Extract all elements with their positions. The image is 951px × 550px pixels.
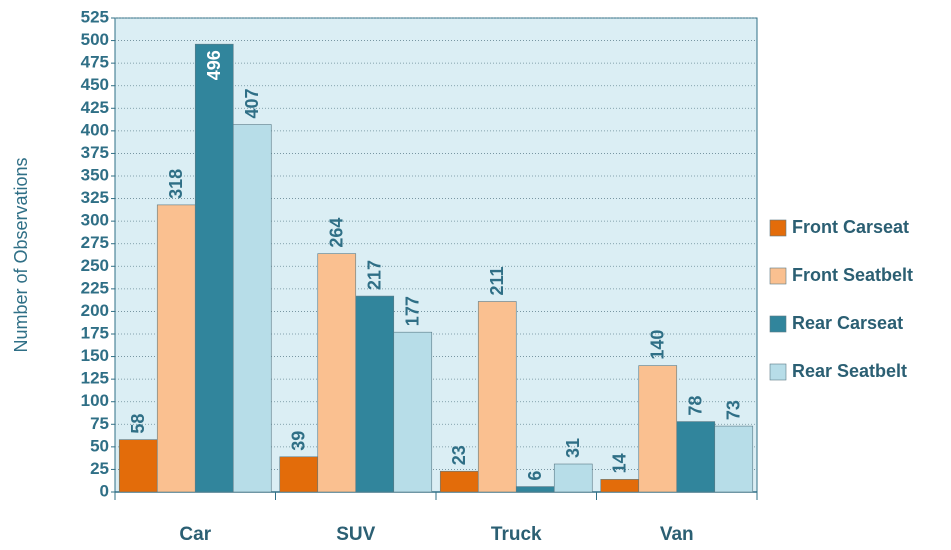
y-tick-label: 125 (81, 369, 109, 388)
bar (118, 439, 158, 493)
y-tick-label: 225 (81, 278, 109, 297)
value-label: 78 (686, 396, 706, 416)
value-label: 39 (289, 431, 309, 451)
bar (477, 301, 517, 493)
bar (553, 463, 593, 493)
legend-swatch (769, 315, 787, 333)
value-label: 496 (204, 50, 224, 80)
y-tick-label: 250 (81, 256, 109, 275)
y-tick-label: 450 (81, 75, 109, 94)
value-label: 31 (563, 438, 583, 458)
y-tick-label: 25 (90, 459, 109, 478)
y-axis-label: Number of Observations (11, 157, 31, 352)
bar (439, 470, 479, 493)
bar (515, 486, 555, 493)
value-label: 177 (403, 296, 423, 326)
y-tick-label: 175 (81, 323, 109, 342)
y-tick-label: 375 (81, 143, 109, 162)
value-label: 217 (365, 260, 385, 290)
y-tick-label: 100 (81, 391, 109, 410)
value-label: 23 (449, 445, 469, 465)
y-tick-label: 400 (81, 120, 109, 139)
y-tick-label: 275 (81, 233, 109, 252)
y-tick-label: 0 (100, 481, 109, 500)
bar (714, 425, 754, 493)
value-label: 407 (242, 88, 262, 118)
legend-swatch (769, 267, 787, 285)
legend-label: Rear Seatbelt (792, 361, 907, 381)
bar (279, 456, 319, 493)
legend-swatch (769, 219, 787, 237)
y-tick-label: 325 (81, 188, 109, 207)
bar (317, 253, 357, 493)
bar (638, 365, 678, 493)
bar (232, 124, 272, 493)
y-tick-label: 525 (81, 7, 109, 26)
value-label: 140 (648, 330, 668, 360)
y-tick-label: 200 (81, 301, 109, 320)
x-tick-label: Van (660, 524, 694, 545)
legend-label: Front Carseat (792, 217, 909, 237)
y-tick-label: 300 (81, 211, 109, 230)
legend-label: Rear Carseat (792, 313, 903, 333)
y-tick-label: 50 (90, 436, 109, 455)
value-label: 264 (327, 218, 347, 248)
bar (156, 204, 196, 493)
value-label: 58 (128, 414, 148, 434)
value-label: 6 (525, 471, 545, 481)
y-tick-label: 75 (90, 414, 109, 433)
value-label: 318 (166, 169, 186, 199)
y-tick-label: 150 (81, 346, 109, 365)
bar (393, 331, 433, 493)
x-tick-label: SUV (336, 524, 375, 545)
bar (194, 43, 234, 493)
y-tick-label: 475 (81, 53, 109, 72)
bar (676, 421, 716, 493)
x-tick-label: Car (179, 524, 211, 545)
y-tick-label: 500 (81, 30, 109, 49)
value-label: 211 (487, 266, 507, 295)
legend-label: Front Seatbelt (792, 265, 913, 285)
x-tick-label: Truck (491, 524, 542, 545)
bar (355, 295, 395, 493)
y-tick-label: 425 (81, 98, 109, 117)
value-label: 14 (610, 453, 630, 473)
bar (600, 479, 640, 493)
y-tick-label: 350 (81, 165, 109, 184)
value-label: 73 (724, 400, 744, 420)
legend-swatch (769, 363, 787, 381)
